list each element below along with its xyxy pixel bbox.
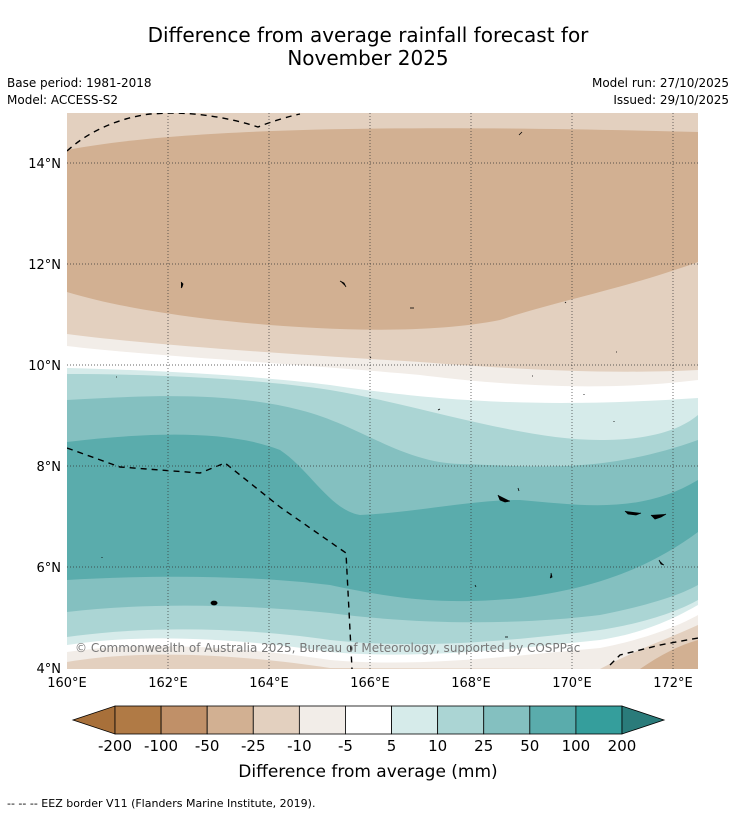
contour-minus-25-10-lower bbox=[67, 625, 698, 669]
contour-minus-50-25 bbox=[67, 128, 698, 330]
map-contours bbox=[67, 113, 698, 669]
lon-label: 172°E bbox=[653, 676, 693, 691]
colorbar-segment bbox=[298, 705, 346, 735]
lat-label: 12°N bbox=[28, 258, 61, 273]
lat-label: 6°N bbox=[37, 561, 62, 576]
colorbar-segment bbox=[345, 705, 392, 735]
rainfall-map: 4°N 6°N 8°N 10°N 12°N 14°N 160°E 162°E 1… bbox=[28, 113, 698, 691]
model-run: Model run: 27/10/2025 bbox=[591, 76, 729, 90]
latitude-labels: 4°N 6°N 8°N 10°N 12°N 14°N bbox=[28, 157, 61, 677]
colorbar-tick-label: -200 bbox=[97, 737, 133, 755]
colorbar-tick-label: -50 bbox=[194, 737, 220, 755]
island-outlines bbox=[101, 131, 667, 638]
colorbar-tick-label: 25 bbox=[474, 737, 494, 755]
colorbar-segment bbox=[160, 705, 208, 735]
lon-label: 160°E bbox=[47, 676, 87, 691]
colorbar-segment bbox=[206, 705, 254, 735]
lon-label: 168°E bbox=[451, 676, 491, 691]
lon-label: 166°E bbox=[350, 676, 390, 691]
graticule bbox=[67, 113, 698, 669]
contour-minus-10-5-lower bbox=[67, 615, 698, 669]
colorbar-title: Difference from average (mm) bbox=[238, 762, 498, 782]
colorbar-segment bbox=[483, 705, 531, 735]
eez-border-bottom bbox=[609, 637, 698, 666]
base-period: Base period: 1981-2018 bbox=[7, 76, 152, 90]
colorbar-extend-low bbox=[71, 705, 116, 735]
colorbar bbox=[71, 705, 666, 735]
copyright-notice: © Commonwealth of Australia 2025, Bureau… bbox=[75, 641, 581, 655]
colorbar-tick-label: -100 bbox=[144, 737, 179, 755]
colorbar-segments bbox=[71, 705, 666, 735]
longitude-labels: 160°E 162°E 164°E 166°E 168°E 170°E 172°… bbox=[47, 676, 693, 691]
issued-date: Issued: 29/10/2025 bbox=[613, 93, 729, 107]
lon-label: 164°E bbox=[249, 676, 289, 691]
model-name: Model: ACCESS-S2 bbox=[7, 93, 119, 107]
lat-label: 4°N bbox=[37, 662, 62, 677]
colorbar-segment bbox=[575, 705, 623, 735]
lat-label: 8°N bbox=[37, 460, 62, 475]
colorbar-segment bbox=[252, 705, 300, 735]
colorbar-segment bbox=[529, 705, 577, 735]
lat-label: 14°N bbox=[28, 157, 61, 172]
colorbar-segment bbox=[391, 705, 439, 735]
chart-title-line2: November 2025 bbox=[287, 46, 449, 70]
colorbar-tick-label: -10 bbox=[287, 737, 312, 755]
eez-border-middle bbox=[67, 447, 353, 669]
colorbar-segment bbox=[114, 705, 162, 735]
colorbar-tick-label: -5 bbox=[337, 737, 353, 755]
eez-footnote: -- -- -- EEZ border V11 (Flanders Marine… bbox=[7, 797, 316, 810]
colorbar-tick-label: 100 bbox=[561, 737, 591, 755]
lon-label: 170°E bbox=[552, 676, 592, 691]
colorbar-tick-label: 50 bbox=[520, 737, 540, 755]
colorbar-tick-label: -25 bbox=[241, 737, 266, 755]
eez-border-top bbox=[67, 113, 301, 152]
colorbar-segment bbox=[437, 705, 485, 735]
chart-title-line1: Difference from average rainfall forecas… bbox=[147, 23, 589, 47]
colorbar-tick-label: 10 bbox=[428, 737, 448, 755]
lon-label: 162°E bbox=[148, 676, 188, 691]
lat-label: 10°N bbox=[28, 359, 61, 374]
colorbar-tick-label: 5 bbox=[386, 737, 397, 755]
colorbar-extend-high bbox=[621, 705, 666, 735]
contour-minus-50-25-lower bbox=[640, 640, 698, 669]
colorbar-tick-label: 200 bbox=[607, 737, 637, 755]
